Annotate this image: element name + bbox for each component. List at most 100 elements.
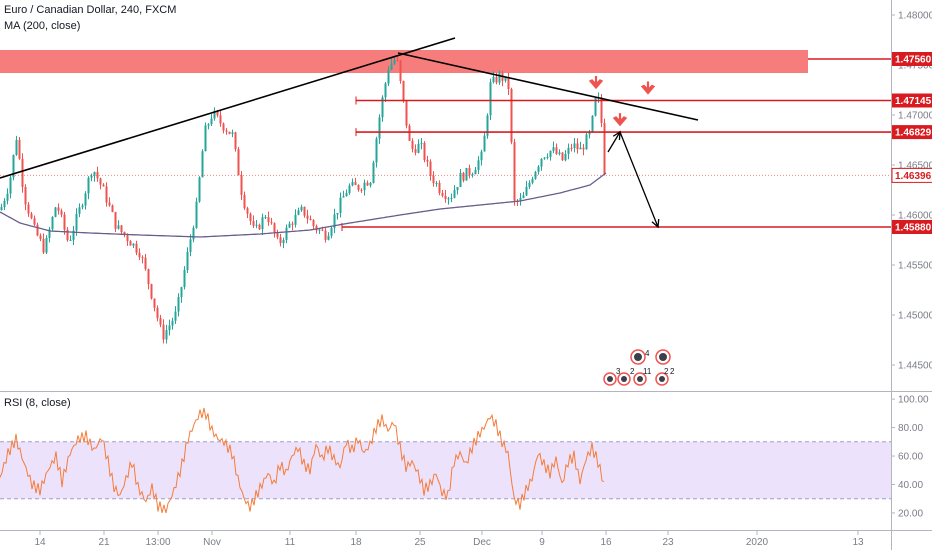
candle-body <box>255 224 258 226</box>
candle-body <box>264 217 267 219</box>
candle-body <box>498 72 501 83</box>
level-tag <box>892 93 932 108</box>
time-axis-tick-label: 13 <box>852 537 864 548</box>
candle-body <box>114 212 117 229</box>
candle-body <box>399 60 402 81</box>
candle-body <box>162 324 165 340</box>
candle-body <box>411 140 414 150</box>
candle-body <box>465 168 468 181</box>
candle-body <box>396 59 399 61</box>
candle-body <box>33 218 36 225</box>
price-axis-tick-label: 1.46500 <box>898 161 932 172</box>
candle-body <box>117 225 120 229</box>
candle-body <box>492 76 495 83</box>
price-axis-tick-label: 1.48000 <box>898 11 932 22</box>
candle-body <box>603 123 606 175</box>
candle-body <box>258 224 261 230</box>
candle-body <box>330 227 333 236</box>
price-axis-tick-label: 1.44500 <box>898 361 932 372</box>
price-axis-tick-label: 1.45000 <box>898 311 932 322</box>
candle-body <box>459 172 462 188</box>
candle-body <box>351 182 354 186</box>
candle-body <box>333 214 336 228</box>
candle-body <box>441 192 444 196</box>
candle-body <box>480 151 483 161</box>
candle-body <box>171 320 174 326</box>
candle-body <box>198 177 201 202</box>
time-axis-tick-label: 25 <box>414 537 426 548</box>
candles-group <box>0 55 606 344</box>
candle-body <box>474 169 477 175</box>
candle-body <box>237 149 240 176</box>
candle-body <box>435 183 438 185</box>
candle-body <box>408 125 411 141</box>
candle-body <box>462 172 465 181</box>
candle-body <box>177 297 180 312</box>
time-axis-tick-label: 14 <box>34 537 46 548</box>
candle-body <box>78 207 81 214</box>
candle-body <box>381 97 384 118</box>
candle-body <box>519 197 522 202</box>
candle-body <box>57 207 60 211</box>
candle-body <box>246 208 249 214</box>
candle-body <box>543 157 546 159</box>
candle-body <box>363 182 366 190</box>
candle-body <box>393 59 396 64</box>
candle-body <box>189 239 192 252</box>
candle-body <box>405 100 408 126</box>
candle-body <box>588 131 591 135</box>
candle-body <box>537 166 540 172</box>
candle-body <box>522 195 525 198</box>
candle-body <box>423 142 426 160</box>
candle-body <box>591 115 594 132</box>
candle-body <box>546 156 549 158</box>
event-icon-core <box>607 376 613 382</box>
ma-legend: MA (200, close) <box>4 20 81 32</box>
candle-body <box>600 97 603 124</box>
candle-body <box>132 243 135 246</box>
candle-body <box>327 235 330 240</box>
candle-body <box>51 216 54 230</box>
candle-body <box>102 184 105 187</box>
candle-body <box>45 237 48 253</box>
candle-body <box>291 223 294 225</box>
candle-body <box>366 182 369 186</box>
candle-body <box>195 201 198 228</box>
rsi-legend: RSI (8, close) <box>4 397 71 409</box>
candle-body <box>573 143 576 149</box>
candle-body <box>552 147 555 151</box>
rsi-axis-tick-label: 40.00 <box>898 480 923 491</box>
candle-body <box>486 115 489 136</box>
candle-body <box>99 178 102 185</box>
time-axis-tick-label: Dec <box>473 537 491 548</box>
candle-body <box>447 198 450 200</box>
candle-body <box>36 224 39 236</box>
event-icon-core <box>659 353 667 361</box>
candle-body <box>9 177 12 194</box>
candle-body <box>129 241 132 246</box>
candle-body <box>201 151 204 178</box>
candle-body <box>432 175 435 184</box>
event-icon-count: 2 <box>670 367 675 376</box>
level-tag-label: 1.47145 <box>895 96 932 107</box>
candle-body <box>336 212 339 215</box>
candle-body <box>504 77 507 81</box>
candle-body <box>309 218 312 221</box>
candle-body <box>156 307 159 319</box>
candle-body <box>165 330 168 340</box>
candle-body <box>306 215 309 219</box>
time-axis-tick-label: 2020 <box>746 537 769 548</box>
event-icon-core <box>659 376 665 382</box>
candle-body <box>300 206 303 211</box>
candle-body <box>93 171 96 176</box>
candle-body <box>0 207 3 210</box>
candle-body <box>234 132 237 150</box>
candle-body <box>372 162 375 183</box>
candle-body <box>123 232 126 236</box>
time-axis-tick-label: 23 <box>662 537 674 548</box>
candle-body <box>549 150 552 157</box>
candle-body <box>570 147 573 149</box>
candle-body <box>138 252 141 258</box>
